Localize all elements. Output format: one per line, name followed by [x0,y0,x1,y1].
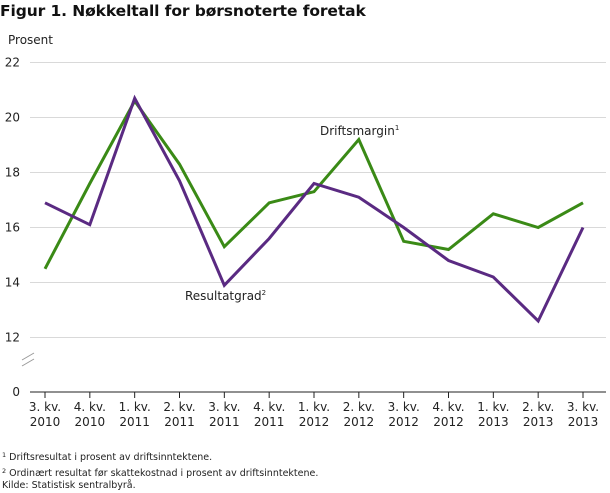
x-tick-label: 3. kv. [388,400,420,414]
series-label-resultatgrad: Resultatgrad2 [185,289,266,303]
x-tick-label: 2. kv. [163,400,195,414]
x-tick-label-year: 2012 [299,415,330,429]
x-tick-label-year: 2010 [30,415,61,429]
axis-break-mark [21,358,35,367]
x-tick-label-year: 2012 [433,415,464,429]
x-tick-label-year: 2011 [209,415,240,429]
x-tick-label-year: 2013 [523,415,554,429]
y-tick-label: 16 [5,221,20,235]
y-tick-label: 20 [5,111,20,125]
x-tick-label: 2. kv. [343,400,375,414]
x-tick-label: 1. kv. [298,400,330,414]
chart-title: Figur 1. Nøkkeltall for børsnoterte fore… [0,2,366,20]
x-tick-label: 4. kv. [432,400,464,414]
y-tick-label: 18 [5,166,20,180]
x-tick-label-year: 2012 [388,415,419,429]
footnotes: 1 Driftsresultat i prosent av driftsinnt… [2,449,318,493]
y-tick-label: 0 [12,385,20,399]
y-axis-title: Prosent [8,33,53,47]
y-tick-label: 22 [5,56,20,70]
footnote-2: 2 Ordinært resultat før skattekostnad i … [2,466,319,479]
series-line-resultatgrad [44,94,585,324]
y-tick-label: 14 [5,276,20,290]
footnote-1: 1 Driftsresultat i prosent av driftsinnt… [2,451,213,463]
x-tick-label: 3. kv. [567,400,599,414]
x-tick-label: 3. kv. [29,400,61,414]
series-label-driftsmargin: Driftsmargin1 [320,124,399,138]
x-tick-label-year: 2011 [254,415,285,429]
axis-break-mark [21,352,35,361]
x-tick-label-year: 2010 [75,415,106,429]
x-tick-label: 1. kv. [119,400,151,414]
x-tick-label: 2. kv. [522,400,554,414]
x-tick-label-year: 2011 [164,415,195,429]
x-tick-label: 4. kv. [74,400,106,414]
x-tick-label-year: 2012 [344,415,375,429]
y-tick-label: 12 [5,331,20,345]
x-tick-label: 3. kv. [208,400,240,414]
source-note: Kilde: Statistisk sentralbyrå. [2,480,136,491]
x-tick-label-year: 2011 [119,415,150,429]
x-tick-label: 4. kv. [253,400,285,414]
x-tick-label-year: 2013 [568,415,599,429]
x-tick-label-year: 2013 [478,415,509,429]
x-tick-label: 1. kv. [477,400,509,414]
